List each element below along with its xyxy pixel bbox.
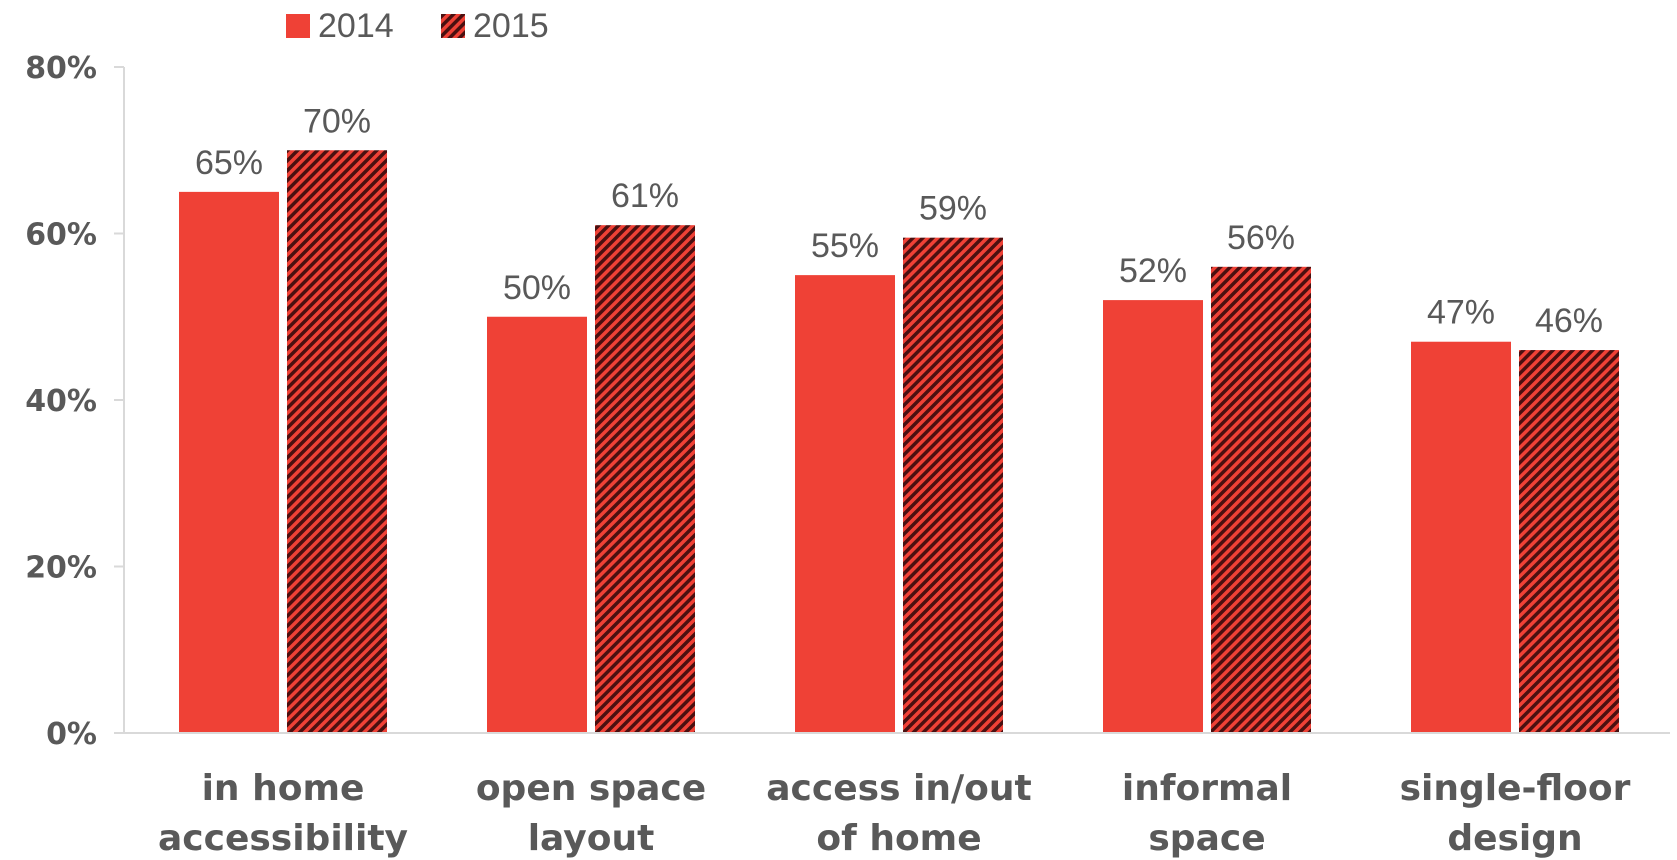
- bar-2015: [1211, 266, 1311, 733]
- data-label: 61%: [611, 177, 679, 215]
- data-label: 65%: [195, 144, 263, 182]
- x-category-label: design: [1447, 818, 1582, 859]
- data-label: 59%: [919, 190, 987, 228]
- bar-2014: [487, 316, 587, 733]
- data-label: 47%: [1427, 294, 1495, 332]
- y-axis: 0% 20% 40% 60% 80%: [25, 51, 125, 752]
- legend-swatch-2015: [441, 14, 465, 38]
- x-category-label: layout: [528, 818, 655, 859]
- x-category-label: space: [1148, 818, 1265, 859]
- bar-2015: [1519, 350, 1619, 733]
- bar-2014: [1103, 300, 1203, 733]
- legend-swatch-2014: [286, 14, 310, 38]
- data-label: 46%: [1535, 302, 1603, 340]
- bars: 65% 70% 50% 61% 55% 59% 52% 56% 47% 46%: [179, 102, 1619, 734]
- bar-2014: [795, 275, 895, 733]
- data-label: 70%: [303, 102, 371, 140]
- bar-2015: [595, 225, 695, 734]
- data-label: 52%: [1119, 252, 1187, 290]
- y-tick-label: 20%: [25, 551, 97, 586]
- legend: 2014 2015: [286, 7, 549, 45]
- data-label: 56%: [1227, 219, 1295, 257]
- x-category-label: single-floor: [1400, 768, 1631, 809]
- x-category-label: in home: [202, 768, 365, 809]
- legend-label: 2015: [473, 7, 549, 45]
- bar-2015: [903, 237, 1003, 733]
- y-tick-label: 0%: [46, 717, 97, 752]
- y-tick-label: 60%: [25, 218, 97, 253]
- bar-2015: [287, 150, 387, 733]
- x-category-label: accessibility: [158, 818, 408, 859]
- legend-label: 2014: [318, 7, 394, 45]
- x-category-label: access in/out: [766, 768, 1031, 809]
- bar-2014: [179, 191, 279, 733]
- y-tick-label: 80%: [25, 51, 97, 86]
- y-tick-label: 40%: [25, 384, 97, 419]
- x-category-label: open space: [476, 768, 706, 809]
- x-axis: in home accessibility open space layout acce…: [124, 732, 1670, 859]
- x-category-label: informal: [1122, 768, 1292, 809]
- data-label: 50%: [503, 269, 571, 307]
- data-label: 55%: [811, 227, 879, 265]
- x-category-label: of home: [816, 818, 981, 859]
- bar-2014: [1411, 341, 1511, 733]
